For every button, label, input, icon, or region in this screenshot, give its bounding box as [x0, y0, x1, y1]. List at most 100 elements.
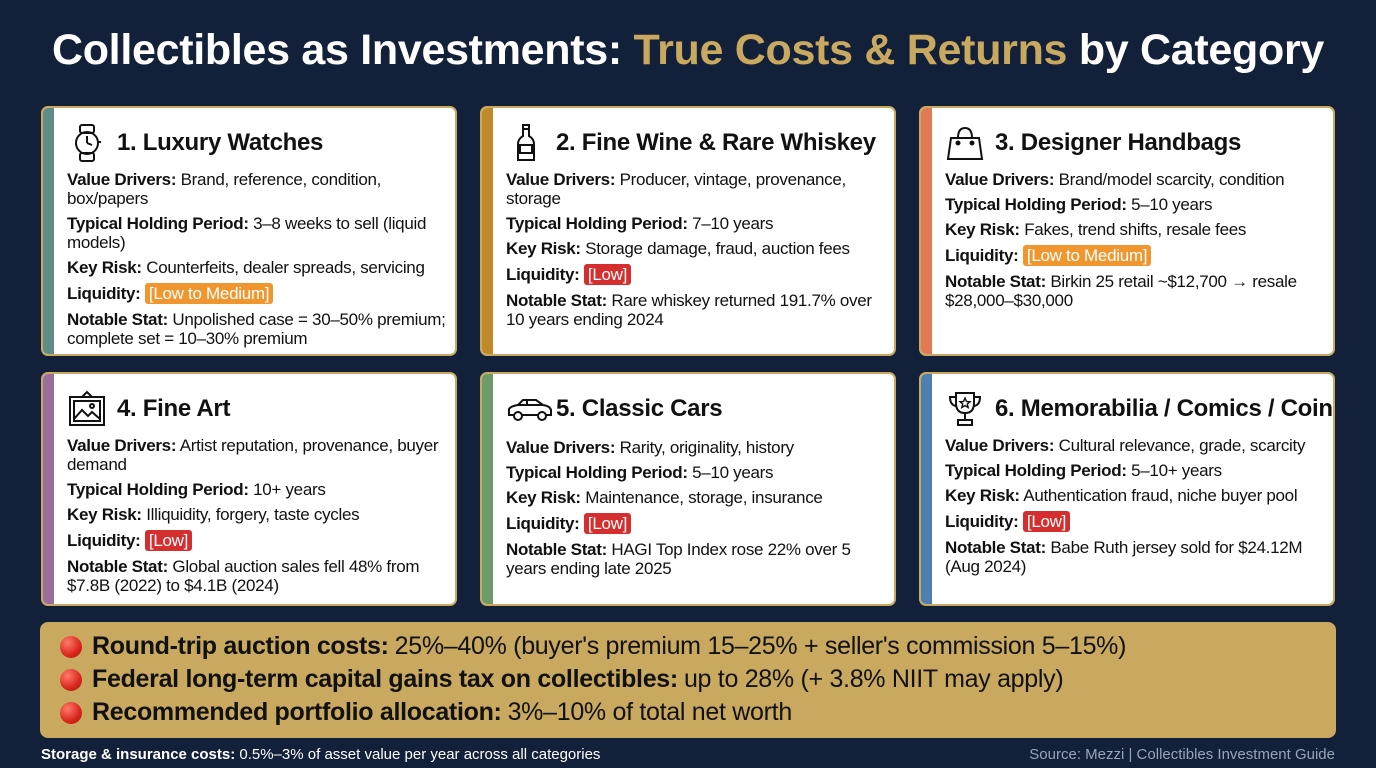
title-accent: True Costs & Returns — [633, 26, 1068, 74]
title-part1: Collectibles as Investments: — [51, 26, 634, 74]
value-drivers-label: Value Drivers: — [945, 436, 1055, 455]
risk-label: Key Risk: — [945, 220, 1020, 239]
card-stripe — [482, 108, 493, 354]
card-title: 5. Classic Cars — [556, 395, 723, 422]
card-title: 4. Fine Art — [117, 395, 231, 422]
risk-text: Maintenance, storage, insurance — [585, 488, 823, 507]
card-stripe — [43, 108, 54, 354]
holding-label: Typical Holding Period: — [67, 214, 249, 233]
framed-picture-icon — [67, 389, 107, 429]
stat-label: Notable Stat: — [506, 291, 607, 310]
banner-line-allocation: Recommended portfolio allocation: 3%–10%… — [60, 696, 1316, 729]
liquidity-label: Liquidity: — [67, 284, 141, 303]
car-icon — [506, 389, 552, 429]
holding-label: Typical Holding Period: — [945, 195, 1127, 214]
red-circle-icon — [60, 668, 82, 691]
value-drivers-text: Artist reputation, provenance, buyer dem… — [67, 436, 439, 474]
card-stripe — [921, 108, 932, 354]
holding-text: 7–10 years — [692, 214, 774, 233]
page-title: Collectibles as Investments: True Costs … — [0, 26, 1376, 75]
value-drivers-label: Value Drivers: — [506, 170, 616, 189]
red-circle-icon — [60, 635, 82, 658]
card-title: 2. Fine Wine & Rare Whiskey — [556, 129, 876, 156]
value-drivers-label: Value Drivers: — [945, 170, 1055, 189]
stat-text: Unpolished case = 30–50% premium; comple… — [67, 310, 446, 348]
red-circle-icon — [60, 701, 82, 724]
banner-text: up to 28% (+ 3.8% NIIT may apply) — [683, 665, 1064, 693]
card-fine-wine-whiskey: 2. Fine Wine & Rare Whiskey Value Driver… — [480, 106, 896, 356]
stat-text: Global auction sales fell 48% from $7.8B… — [67, 557, 420, 595]
cost-summary-banner: Round-trip auction costs: 25%–40% (buyer… — [40, 622, 1336, 738]
liquidity-badge: [Low] — [1022, 511, 1071, 532]
stat-text: HAGI Top Index rose 22% over 5 years end… — [506, 540, 851, 578]
card-title: 6. Memorabilia / Comics / Coins — [995, 395, 1335, 422]
card-classic-cars: 5. Classic Cars Value Drivers: Rarity, o… — [480, 372, 896, 606]
holding-text: 5–10 years — [692, 463, 774, 482]
liquidity-label: Liquidity: — [67, 531, 141, 550]
card-stripe — [482, 374, 493, 604]
risk-label: Key Risk: — [506, 239, 581, 258]
liquidity-label: Liquidity: — [506, 514, 580, 533]
banner-line-auction-costs: Round-trip auction costs: 25%–40% (buyer… — [60, 630, 1316, 663]
value-drivers-label: Value Drivers: — [67, 170, 177, 189]
bottle-icon — [506, 123, 546, 163]
holding-label: Typical Holding Period: — [506, 463, 688, 482]
stat-label: Notable Stat: — [67, 310, 168, 329]
card-title: 3. Designer Handbags — [995, 129, 1242, 156]
liquidity-badge: [Low] — [583, 513, 632, 534]
liquidity-badge: [Low to Medium] — [1022, 245, 1152, 266]
risk-label: Key Risk: — [506, 488, 581, 507]
holding-text: 5–10 years — [1131, 195, 1213, 214]
card-designer-handbags: 3. Designer Handbags Value Drivers: Bran… — [919, 106, 1335, 356]
stat-text: Birkin 25 retail ~$12,700 → resale $28,0… — [945, 272, 1297, 310]
stat-label: Notable Stat: — [945, 272, 1046, 291]
risk-label: Key Risk: — [945, 486, 1020, 505]
stat-text: Babe Ruth jersey sold for $24.12M (Aug 2… — [945, 538, 1303, 576]
liquidity-label: Liquidity: — [945, 246, 1019, 265]
card-memorabilia-comics-coins: 6. Memorabilia / Comics / Coins Value Dr… — [919, 372, 1335, 606]
holding-text: 10+ years — [253, 480, 326, 499]
risk-text: Fakes, trend shifts, resale fees — [1024, 220, 1247, 239]
liquidity-label: Liquidity: — [945, 512, 1019, 531]
banner-label: Recommended portfolio allocation: — [92, 698, 502, 726]
holding-text: 3–8 weeks to sell (liquid models) — [67, 214, 427, 252]
risk-text: Counterfeits, dealer spreads, servicing — [146, 258, 425, 277]
risk-text: Illiquidity, forgery, taste cycles — [146, 505, 360, 524]
storage-note: Storage & insurance costs: 0.5%–3% of as… — [41, 746, 600, 763]
card-title: 1. Luxury Watches — [117, 129, 324, 156]
value-drivers-text: Cultural relevance, grade, scarcity — [1058, 436, 1306, 455]
risk-text: Authentication fraud, niche buyer pool — [1023, 486, 1298, 505]
banner-label: Federal long-term capital gains tax on c… — [92, 665, 678, 693]
card-luxury-watches: 1. Luxury Watches Value Drivers: Brand, … — [41, 106, 457, 356]
risk-text: Storage damage, fraud, auction fees — [585, 239, 850, 258]
liquidity-badge: [Low] — [583, 264, 632, 285]
holding-label: Typical Holding Period: — [506, 214, 688, 233]
risk-label: Key Risk: — [67, 258, 142, 277]
storage-note-label: Storage & insurance costs: — [41, 746, 236, 763]
banner-line-capital-gains: Federal long-term capital gains tax on c… — [60, 663, 1316, 696]
source-credit: Source: Mezzi | Collectibles Investment … — [1029, 746, 1335, 763]
stat-label: Notable Stat: — [506, 540, 607, 559]
value-drivers-text: Rarity, originality, history — [619, 438, 795, 457]
value-drivers-text: Brand/model scarcity, condition — [1058, 170, 1285, 189]
banner-label: Round-trip auction costs: — [92, 632, 389, 660]
card-stripe — [921, 374, 932, 604]
stat-label: Notable Stat: — [945, 538, 1046, 557]
watch-icon — [67, 123, 107, 163]
banner-text: 3%–10% of total net worth — [507, 698, 793, 726]
holding-text: 5–10+ years — [1131, 461, 1222, 480]
risk-label: Key Risk: — [67, 505, 142, 524]
title-part2: by Category — [1067, 26, 1325, 74]
card-fine-art: 4. Fine Art Value Drivers: Artist reputa… — [41, 372, 457, 606]
holding-label: Typical Holding Period: — [945, 461, 1127, 480]
value-drivers-label: Value Drivers: — [506, 438, 616, 457]
liquidity-badge: [Low to Medium] — [144, 283, 274, 304]
banner-text: 25%–40% (buyer's premium 15–25% + seller… — [394, 632, 1127, 660]
liquidity-label: Liquidity: — [506, 265, 580, 284]
stat-text: Rare whiskey returned 191.7% over 10 yea… — [506, 291, 872, 329]
liquidity-badge: [Low] — [144, 530, 193, 551]
card-stripe — [43, 374, 54, 604]
value-drivers-text: Producer, vintage, provenance, storage — [506, 170, 846, 208]
stat-label: Notable Stat: — [67, 557, 168, 576]
holding-label: Typical Holding Period: — [67, 480, 249, 499]
